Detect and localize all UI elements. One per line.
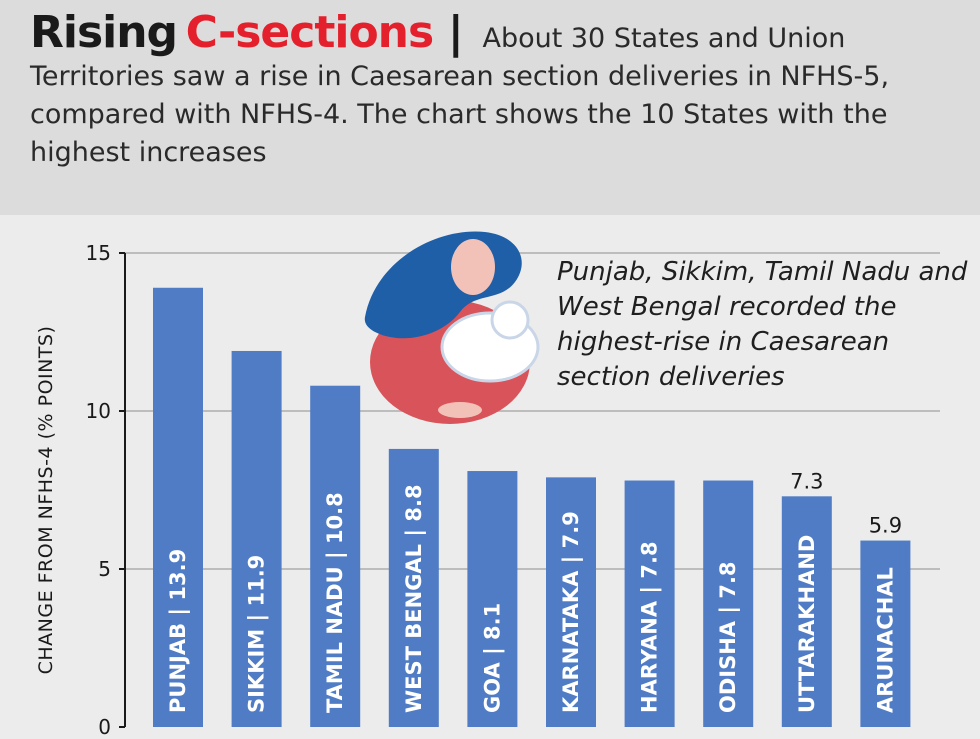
bar-1 [231, 350, 282, 727]
y-tick-label-3: 15 [86, 241, 111, 265]
illustration-face [451, 239, 495, 295]
title-separator: | [447, 7, 464, 58]
annotation-text: Punjab, Sikkim, Tamil Nadu and West Beng… [557, 257, 968, 392]
y-tick-label-1: 5 [98, 557, 111, 581]
bar-5 [546, 477, 596, 727]
bar-label-1: SIKKIM | 11.9 [245, 555, 270, 713]
bar-2 [310, 385, 361, 727]
bar-label-6: HARYANA | 7.8 [638, 541, 663, 713]
mother-baby-illustration [364, 231, 540, 424]
bar-3 [388, 448, 439, 727]
y-tick-label-2: 10 [86, 399, 111, 423]
bar-value-label-9: 5.9 [869, 514, 902, 538]
bar-8 [781, 496, 832, 727]
bar-label-8: UTTARAKHAND [795, 535, 819, 713]
bar-chart: 0 5 10 15 CHANGE FROM NFHS-4 (% POINTS) PUNJA… [35, 241, 940, 739]
bar-value-label-8: 7.3 [790, 469, 823, 493]
bar-6 [624, 480, 675, 727]
bar-label-5: KARNATAKA | 7.9 [559, 511, 584, 713]
subtitle: About 30 States and Union Territories sa… [30, 23, 890, 168]
bar-label-2: TAMIL NADU | 10.8 [323, 492, 348, 713]
bar-label-4: GOA | 8.1 [480, 603, 505, 713]
bar-0 [153, 287, 203, 727]
illustration-baby-head [490, 300, 530, 340]
bar-label-3: WEST BENGAL | 8.8 [402, 484, 427, 713]
title-accent: C-sections [185, 7, 435, 58]
header: Rising C-sections | About 30 States and … [0, 0, 980, 215]
bar-7 [703, 480, 754, 727]
header-text: Rising C-sections | About 30 States and … [30, 11, 960, 172]
bar-9 [860, 540, 911, 727]
bar-4 [467, 471, 518, 727]
y-tick-label-0: 0 [98, 715, 111, 739]
bar-label-9: ARUNACHAL [873, 567, 897, 713]
y-axis-label: CHANGE FROM NFHS-4 (% POINTS) [35, 326, 57, 675]
bar-label-0: PUNJAB | 13.9 [166, 549, 191, 713]
title-main: Rising [30, 7, 178, 58]
bar-label-7: ODISHA | 7.8 [716, 561, 741, 713]
illustration-hand [438, 402, 482, 418]
